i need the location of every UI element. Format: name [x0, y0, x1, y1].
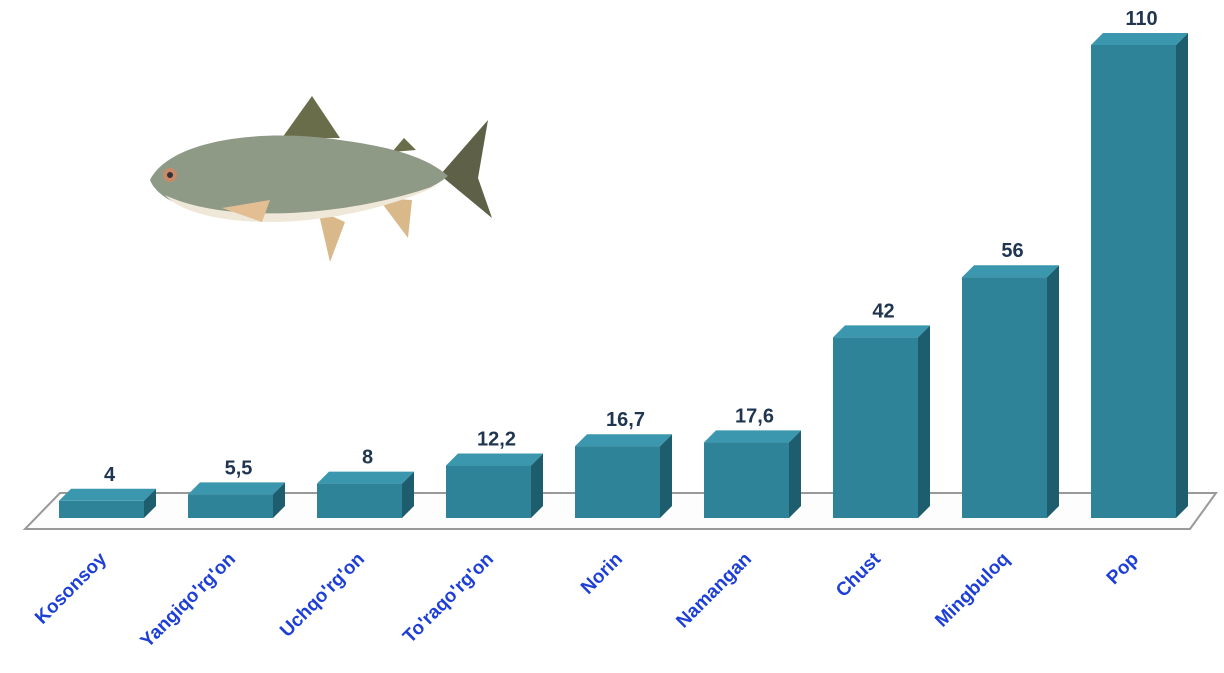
x-tick-label: Namangan [672, 549, 756, 633]
bar-side [144, 488, 156, 518]
bar-top [59, 488, 156, 501]
value-label: 12,2 [477, 429, 516, 451]
bar-side [918, 325, 930, 518]
bar-side [1047, 265, 1059, 518]
bar-top [962, 265, 1059, 278]
bar [446, 465, 531, 518]
x-tick-label: Uchqo'rg'on [276, 549, 369, 642]
bar [833, 337, 918, 518]
bar-top [704, 430, 801, 443]
bar [575, 446, 660, 518]
x-tick-label: Chust [832, 548, 885, 601]
x-tick-label: Norin [577, 549, 627, 599]
bar-top [317, 471, 414, 484]
value-label: 5,5 [225, 457, 253, 479]
value-label: 8 [362, 447, 373, 469]
value-label: 56 [1001, 240, 1023, 262]
bar-side [531, 453, 543, 518]
bar-side [273, 482, 285, 518]
x-tick-label: Pop [1103, 549, 1143, 589]
bar-side [1176, 33, 1188, 518]
fish-illustration [150, 96, 492, 262]
x-tick-label: To'raqo'rg'on [399, 549, 498, 648]
x-tick-label: Mingbuloq [931, 549, 1014, 632]
bar [188, 494, 273, 518]
bar-side [402, 471, 414, 518]
bar-side [660, 434, 672, 518]
bar-top [1091, 33, 1188, 45]
value-label: 42 [872, 300, 894, 322]
x-tick-label: Kosonsoy [31, 548, 111, 628]
value-label: 17,6 [735, 405, 774, 427]
bar-top [833, 325, 930, 338]
bar-side [789, 430, 801, 518]
bar [1091, 45, 1176, 518]
bar-top [446, 453, 543, 466]
value-label: 16,7 [606, 409, 645, 431]
x-tick-label: Yangiqo'rg'on [137, 549, 240, 652]
bar-top [575, 434, 672, 447]
bar-top [188, 482, 285, 495]
value-label: 110 [1125, 8, 1157, 30]
bar [704, 442, 789, 518]
value-label: 4 [104, 464, 116, 486]
bar [59, 500, 144, 518]
bar [962, 277, 1047, 518]
bar [317, 483, 402, 518]
